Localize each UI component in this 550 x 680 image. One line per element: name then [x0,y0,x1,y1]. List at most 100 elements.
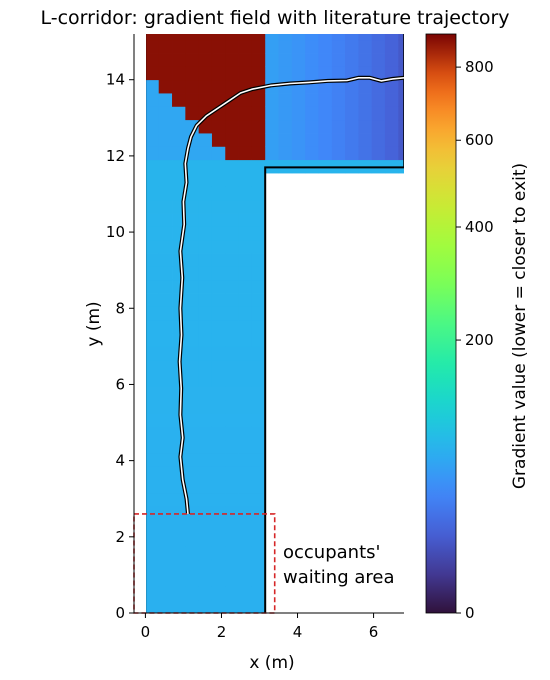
heatmap-cell [251,253,266,267]
heatmap-cell [211,386,226,401]
heatmap-cell [146,533,160,547]
heatmap-cell [185,439,200,454]
heatmap-cell [251,533,266,547]
heatmap-cell [345,39,359,54]
chart-title: L-corridor: gradient field with literatu… [40,7,509,29]
heatmap-cell [146,133,160,147]
corridor-wall [264,166,404,613]
heatmap-cell [198,159,213,174]
heatmap-cell [225,133,239,147]
heatmap-cell [305,66,319,81]
heatmap-cell [225,493,239,507]
heatmap-cell [251,146,266,161]
heatmap-cell [238,133,253,147]
heatmap-cell [225,413,239,427]
heatmap-cell [172,39,186,54]
heatmap-cell [225,466,239,481]
heatmap-cell [278,39,293,54]
heatmap-cell [371,133,386,147]
heatmap-cell [146,39,160,54]
heatmap-cell [371,119,386,134]
heatmap-cell [158,386,173,401]
heatmap-cell [211,253,226,267]
heatmap-cell [198,573,213,587]
heatmap-cell [305,39,319,54]
heatmap-cell [371,66,386,81]
heatmap-cell [238,293,253,307]
heatmap-cell [158,466,173,481]
heatmap-cell [225,359,239,374]
heatmap-cell [158,546,173,561]
heatmap-cell [185,93,200,107]
heatmap-cell [146,333,160,347]
heatmap-cell [146,479,160,494]
heatmap-cell [238,426,253,441]
heatmap-cell [185,173,200,187]
heatmap-cell [211,599,226,613]
heatmap-cell [146,266,160,281]
heatmap-cell [305,146,319,161]
heatmap-cell [158,319,173,334]
heatmap-cell [146,106,160,121]
heatmap-cell [146,359,160,374]
heatmap-cell [238,559,253,574]
heatmap-cell [278,106,293,121]
heatmap-cell [331,93,346,107]
heatmap-cell [265,106,279,121]
gradient-field-heatmap [146,34,404,613]
heatmap-cell [158,573,173,587]
heatmap-cell [238,159,253,174]
heatmap-cell [158,559,173,574]
heatmap-cell [172,146,186,161]
heatmap-cell [185,34,200,41]
heatmap-cell [225,426,239,441]
colorbar: 0 200 400 600 800 [425,33,494,622]
heatmap-cell [331,106,346,121]
heatmap-cell [211,119,226,134]
heatmap-cell [146,93,160,107]
y-tick-label: 4 [115,452,125,470]
heatmap-cell [211,279,226,294]
heatmap-cell [198,253,213,267]
heatmap-cell [198,519,213,534]
heatmap-cell [238,519,253,534]
heatmap-cell [146,386,160,401]
heatmap-cell [198,439,213,454]
heatmap-cell [251,159,266,174]
heatmap-cell [225,399,239,414]
heatmap-cell [251,479,266,494]
heatmap-cell [185,186,200,201]
heatmap-cell [225,573,239,587]
heatmap-cell [185,79,200,94]
heatmap-cell [238,453,253,467]
heatmap-cell [198,34,213,41]
heatmap-cell [198,239,213,254]
heatmap-cell [172,34,186,41]
heatmap-cell [265,119,279,134]
heatmap-cell [238,386,253,401]
heatmap-cell [225,79,239,94]
heatmap-cell [158,479,173,494]
heatmap-cell [251,53,266,67]
heatmap-cell [185,359,200,374]
heatmap-cell [251,493,266,507]
heatmap-cell [238,359,253,374]
heatmap-cell [384,53,399,67]
heatmap-cell [371,106,386,121]
heatmap-cell [251,213,266,227]
heatmap-cell [185,106,200,121]
heatmap-cell [371,146,386,161]
heatmap-cell [225,479,239,494]
heatmap-cell [238,413,253,427]
heatmap-cell [291,93,306,107]
heatmap-cell [398,39,404,54]
heatmap-cell [146,173,160,187]
heatmap-cell [158,493,173,507]
heatmap-cell [211,533,226,547]
heatmap-cell [198,279,213,294]
heatmap-cell [398,119,404,134]
heatmap-cell [398,106,404,121]
heatmap-cell [198,266,213,281]
heatmap-cell [291,106,306,121]
heatmap-cell [158,133,173,147]
